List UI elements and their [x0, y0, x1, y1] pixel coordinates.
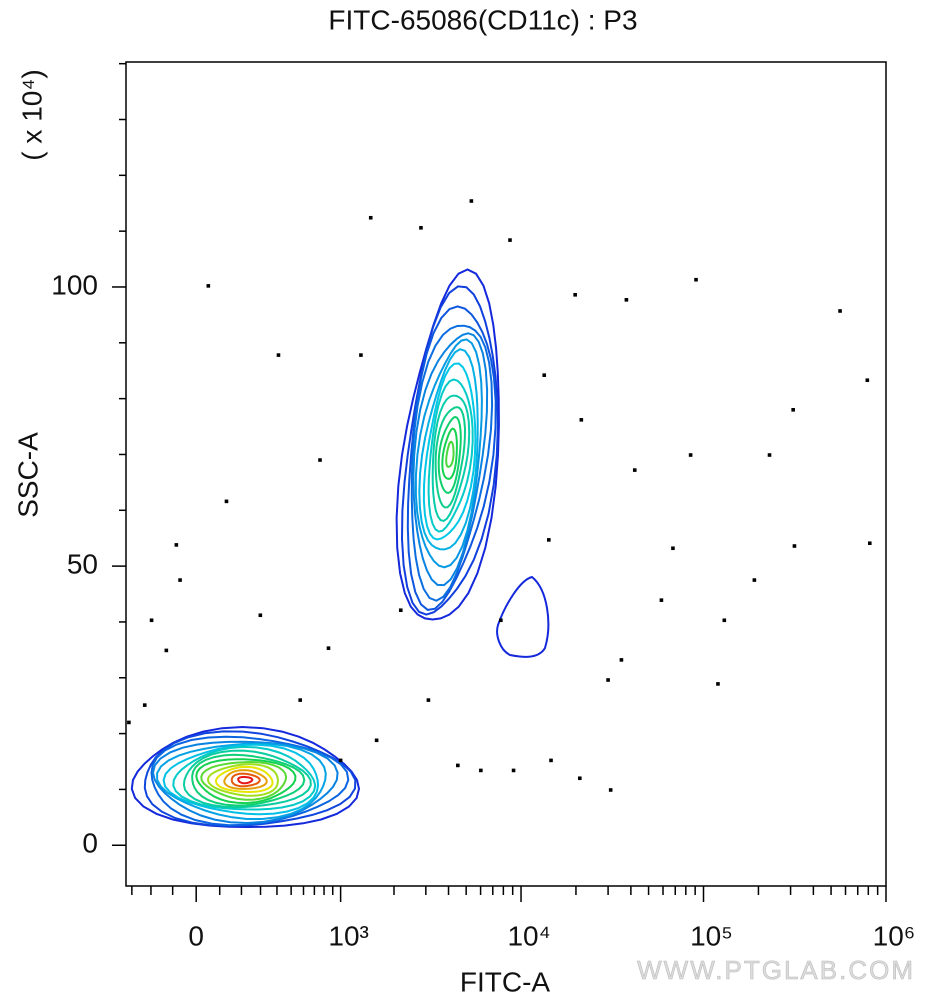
contour-line: [191, 753, 306, 807]
event-dot: [549, 758, 553, 763]
event-dot: [671, 546, 675, 551]
contour-line: [422, 362, 477, 541]
event-dot: [426, 698, 431, 702]
contour-line: [223, 769, 268, 790]
contour-line: [437, 415, 462, 495]
contour-line: [143, 730, 357, 828]
contour-line: [418, 348, 479, 551]
event-dot: [547, 538, 551, 542]
event-dot: [276, 353, 281, 357]
contour-line: [162, 743, 320, 816]
event-dot: [374, 738, 379, 743]
contour-line: [156, 742, 327, 820]
event-dot: [142, 703, 147, 707]
contour-line: [230, 772, 261, 788]
event-dot: [149, 618, 154, 623]
contour-line: [431, 394, 471, 522]
contour-line: [172, 745, 317, 811]
event-dot: [206, 284, 211, 288]
contour-line: [445, 440, 455, 468]
x-tick-label: 0: [188, 920, 204, 951]
contour-line: [151, 740, 339, 825]
event-dot: [838, 309, 842, 313]
y-multiplier: ( x 10⁴): [16, 69, 47, 160]
contour-line: [395, 268, 500, 621]
event-dot: [456, 763, 460, 768]
event-dot: [867, 541, 872, 546]
contour-line: [406, 305, 497, 611]
event-dot: [469, 199, 474, 203]
contour-line: [130, 725, 361, 829]
chart-title: FITC-65086(CD11c) : P3: [328, 4, 637, 35]
event-dot: [174, 543, 179, 547]
event-dot: [792, 544, 797, 548]
event-dot: [499, 618, 503, 623]
contour-line: [400, 285, 499, 616]
event-dot: [632, 468, 637, 472]
event-dot: [508, 238, 512, 242]
event-dot: [338, 758, 343, 763]
contour-line: [206, 763, 279, 797]
event-dot: [419, 226, 423, 230]
y-tick-label: 100: [51, 269, 98, 300]
y-tick-label: 0: [82, 828, 98, 859]
event-dot: [511, 768, 516, 773]
event-dot: [479, 768, 483, 773]
event-dot: [127, 720, 131, 725]
event-dot: [624, 298, 629, 302]
contour-line: [427, 378, 474, 533]
contour-line: [182, 749, 312, 809]
event-dot: [791, 407, 795, 412]
contour-line: [441, 427, 458, 480]
watermark: WWW.PTGLAB.COM: [637, 955, 915, 985]
event-dot: [767, 453, 772, 457]
event-dot: [694, 277, 698, 282]
event-dot: [326, 646, 331, 650]
contour-line: [414, 338, 483, 569]
event-dot: [716, 682, 720, 686]
contour-line: [215, 765, 274, 794]
contours: [130, 268, 550, 829]
contour-line: [410, 324, 494, 602]
y-axis-label: SSC-A: [12, 432, 43, 518]
event-dot: [398, 608, 403, 613]
event-dot: [573, 292, 577, 297]
event-dot: [318, 458, 322, 462]
x-tick-label: 10⁵: [690, 920, 733, 951]
event-dot: [542, 373, 547, 377]
event-dot: [258, 613, 263, 618]
contour-line: [434, 406, 467, 509]
event-dot: [608, 788, 613, 792]
event-dot: [368, 215, 373, 220]
contour-line: [496, 575, 550, 658]
event-dot: [224, 499, 229, 504]
contour-line: [412, 332, 489, 587]
x-tick-label: 10³: [328, 920, 368, 951]
contour-line: [237, 776, 254, 785]
x-tick-label: 10⁴: [507, 920, 550, 951]
event-dot: [579, 418, 584, 422]
event-dot: [164, 648, 169, 653]
contour-line: [150, 735, 350, 827]
event-dot: [578, 776, 582, 781]
event-dot: [865, 378, 870, 383]
event-dot: [178, 578, 182, 582]
event-dot: [688, 453, 693, 457]
event-dot: [722, 618, 727, 623]
event-dot: [298, 698, 303, 702]
contour-line: [200, 760, 288, 801]
event-dot: [606, 678, 610, 682]
event-dot: [359, 353, 363, 357]
event-dot: [659, 598, 664, 602]
y-tick-label: 50: [67, 549, 98, 580]
event-dot: [619, 658, 624, 662]
x-tick-label: 10⁶: [873, 920, 916, 951]
contour-line: [195, 758, 297, 805]
x-axis-label: FITC-A: [460, 966, 551, 997]
plot-frame: [125, 61, 887, 887]
event-dot: [752, 578, 757, 582]
